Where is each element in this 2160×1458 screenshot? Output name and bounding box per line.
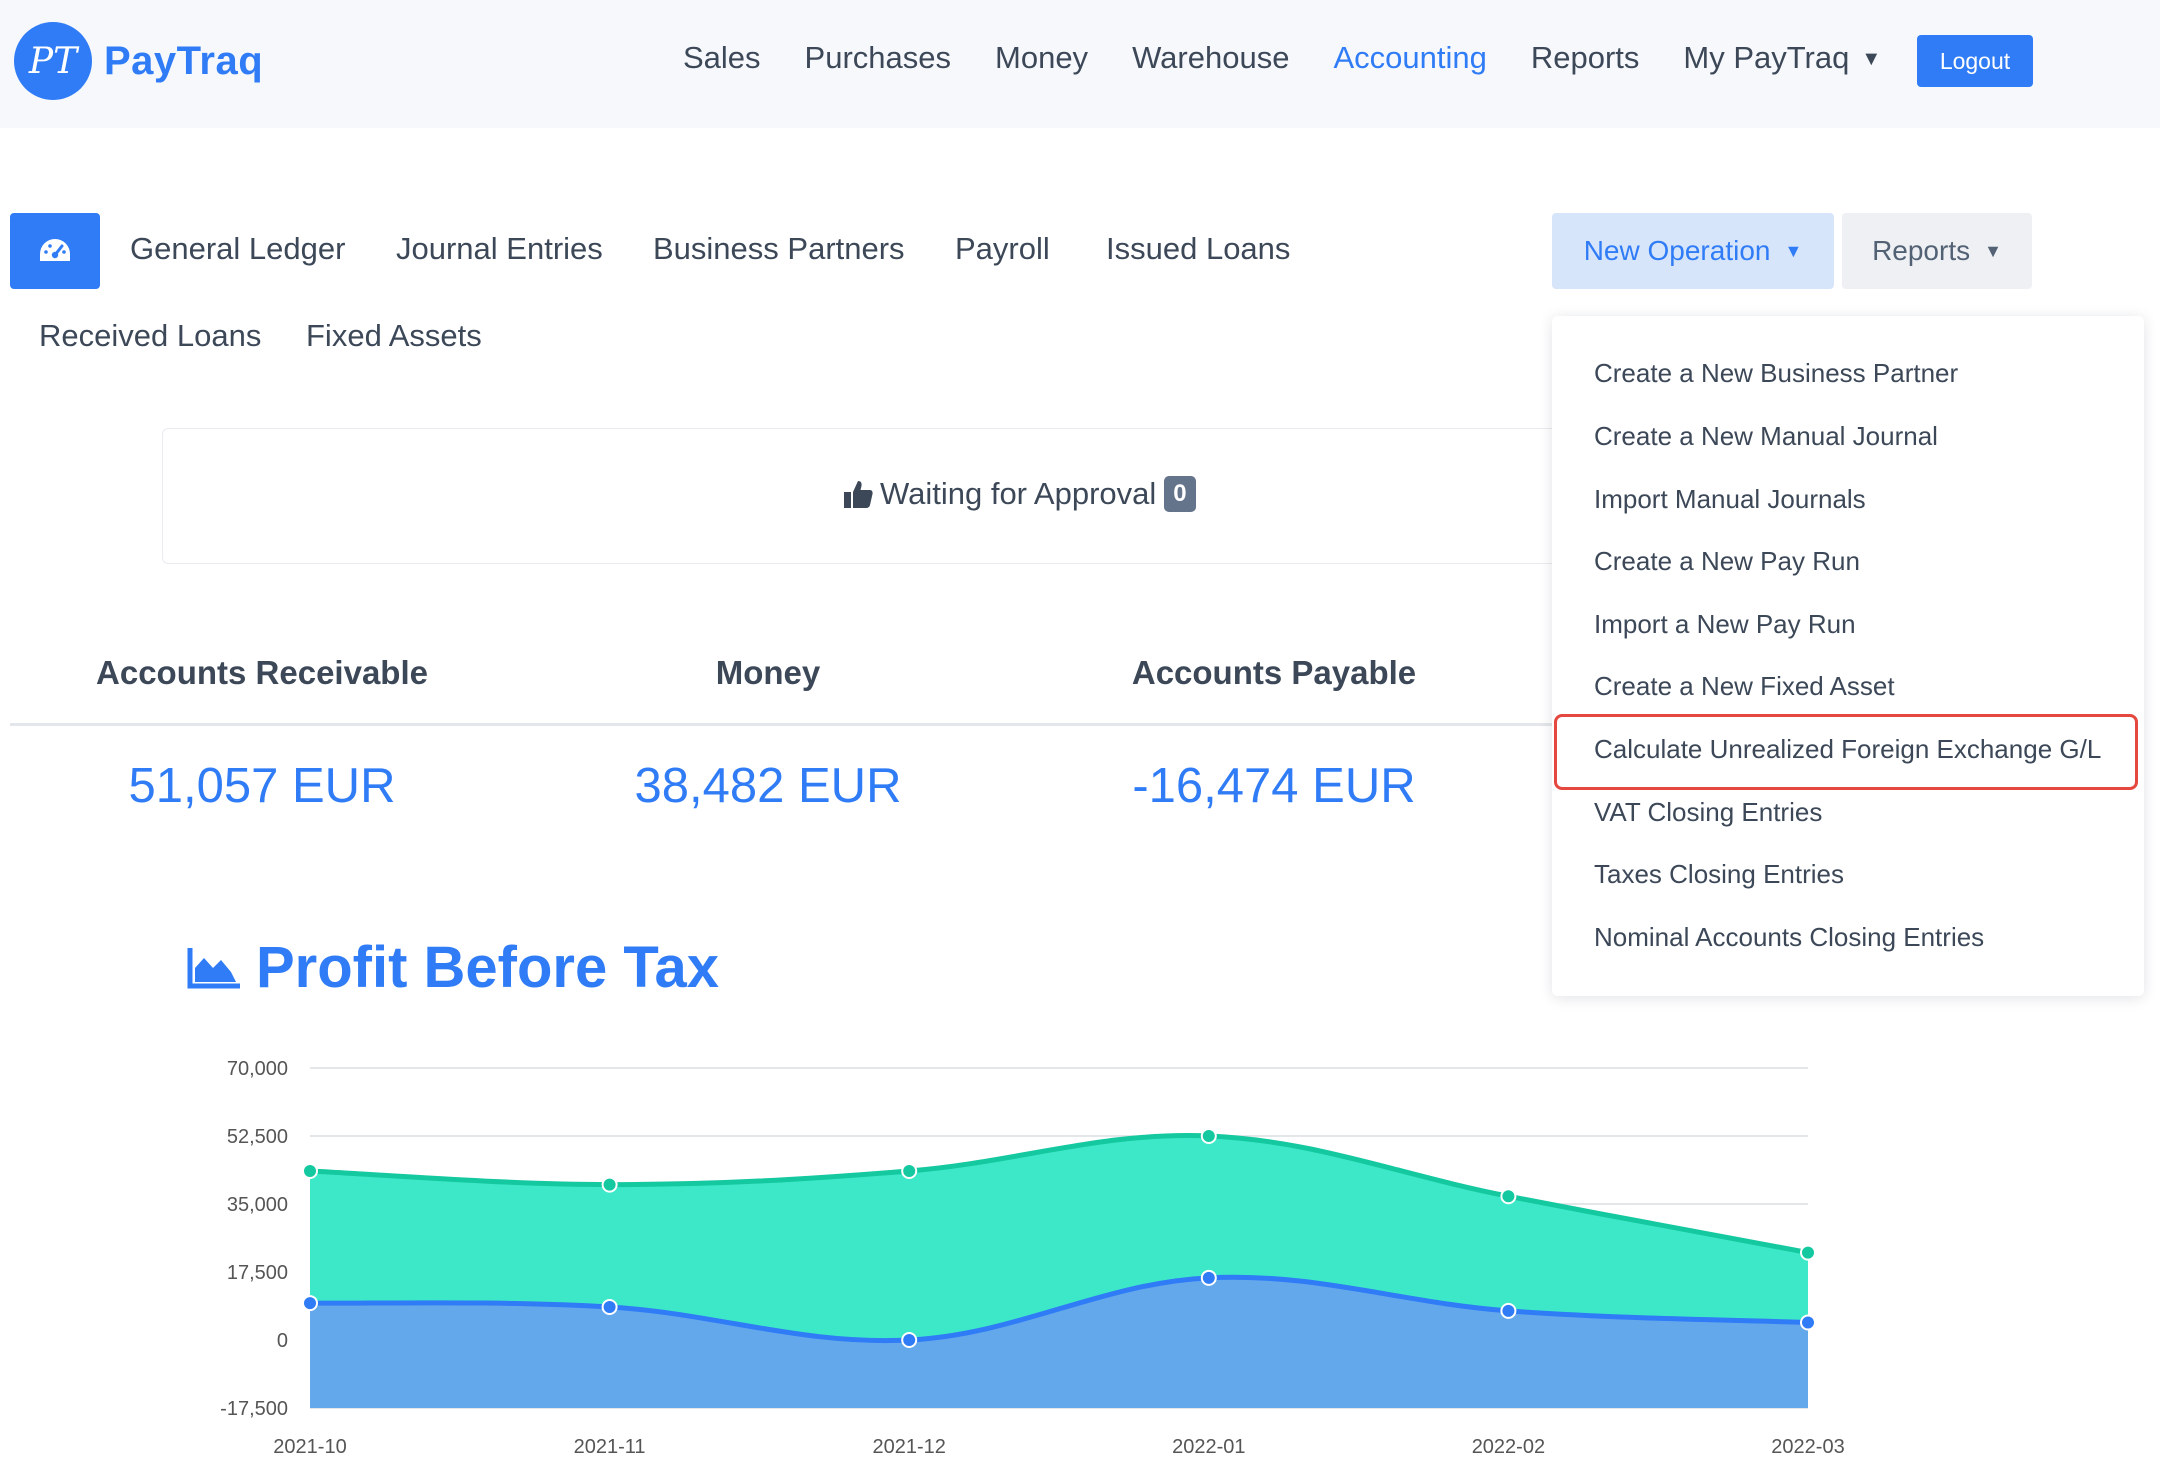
menu-item-import-pay-run[interactable]: Import a New Pay Run — [1594, 609, 1856, 639]
nav-accounting[interactable]: Accounting — [1333, 40, 1487, 75]
kpi-accounts-payable-value[interactable]: -16,474 EUR — [1132, 759, 1416, 813]
chart-axes: 70,000 52,500 35,000 17,500 0 -17,500 2021-10 2… — [220, 1058, 1845, 1458]
logo-name: PayTraq — [104, 38, 264, 83]
series-0-point[interactable] — [1200, 1128, 1217, 1144]
menu-item-create-pay-run[interactable]: Create a New Pay Run — [1594, 546, 1860, 576]
kpi-divider — [10, 723, 1562, 726]
new-operation-button[interactable]: New Operation ▼ — [1552, 213, 1834, 289]
subnav-payroll[interactable]: Payroll — [955, 231, 1050, 266]
dashboard-button[interactable] — [10, 213, 100, 289]
thumbs-up-icon — [844, 481, 873, 508]
chart-points — [302, 1128, 1816, 1348]
y-tick-label: 17,500 — [227, 1262, 288, 1284]
series-0-point[interactable] — [302, 1162, 318, 1179]
y-tick-label: 0 — [277, 1330, 288, 1352]
subnav-fixed-assets[interactable]: Fixed Assets — [306, 318, 482, 353]
nav-my-paytraq[interactable]: My PayTraq ▼ — [1683, 40, 1881, 76]
x-tick-label: 2021-12 — [872, 1436, 945, 1458]
menu-item-create-business-partner[interactable]: Create a New Business Partner — [1594, 358, 1959, 388]
series-1-point[interactable] — [1500, 1302, 1517, 1319]
approval-count-badge: 0 — [1164, 476, 1196, 512]
series-1-point[interactable] — [601, 1298, 618, 1315]
series-1-area — [310, 1277, 1808, 1408]
nav-money[interactable]: Money — [995, 40, 1089, 75]
top-bar: PT PayTraq Sales Purchases Money Warehou… — [0, 0, 2160, 128]
y-tick-label: 70,000 — [227, 1058, 288, 1080]
series-0-line — [309, 1133, 1809, 1256]
subnav-journal-entries[interactable]: Journal Entries — [396, 231, 603, 266]
subnav-business-partners[interactable]: Business Partners — [653, 231, 905, 266]
nav-sales[interactable]: Sales — [683, 40, 761, 75]
paytraq-logo[interactable]: PT PayTraq — [14, 22, 263, 100]
series-0-point[interactable] — [1500, 1188, 1517, 1205]
nav-warehouse[interactable]: Warehouse — [1132, 40, 1290, 75]
approval-label: Waiting for Approval — [880, 476, 1157, 511]
chevron-down-icon: ▼ — [1784, 240, 1803, 261]
series-0-point[interactable] — [901, 1162, 918, 1179]
menu-item-create-manual-journal[interactable]: Create a New Manual Journal — [1594, 421, 1938, 451]
new-operation-label: New Operation — [1583, 235, 1771, 266]
x-tick-label: 2022-01 — [1172, 1436, 1245, 1458]
series-1-point[interactable] — [302, 1295, 318, 1312]
kpi-money-value[interactable]: 38,482 EUR — [634, 759, 902, 813]
menu-item-nominal-accounts-closing[interactable]: Nominal Accounts Closing Entries — [1594, 922, 1985, 952]
series-0-point[interactable] — [601, 1176, 618, 1193]
menu-item-highlight — [1554, 714, 2138, 790]
series-1-point[interactable] — [1800, 1314, 1816, 1331]
chart-title-text: Profit Before Tax — [256, 935, 720, 1000]
kpi-money-label: Money — [715, 654, 821, 691]
reports-button[interactable]: Reports ▼ — [1842, 213, 2032, 289]
speedometer-icon — [40, 239, 70, 261]
menu-item-import-manual-journals[interactable]: Import Manual Journals — [1594, 484, 1866, 514]
x-tick-label: 2021-10 — [273, 1436, 346, 1458]
menu-item-create-fixed-asset[interactable]: Create a New Fixed Asset — [1594, 671, 1895, 701]
x-tick-label: 2022-02 — [1472, 1436, 1545, 1458]
nav-my-paytraq-label: My PayTraq — [1683, 40, 1850, 75]
reports-label: Reports — [1872, 235, 1971, 266]
waiting-for-approval-link[interactable]: Waiting for Approval 0 — [842, 476, 1196, 512]
area-chart-icon — [187, 947, 240, 988]
series-1-line — [309, 1274, 1809, 1344]
series-0-point[interactable] — [1800, 1244, 1816, 1261]
menu-item-taxes-closing-entries[interactable]: Taxes Closing Entries — [1594, 859, 1844, 889]
subnav-issued-loans[interactable]: Issued Loans — [1106, 231, 1291, 266]
profit-before-tax-chart: 70,000 52,500 35,000 17,500 0 -17,500 2021-10 2… — [220, 1058, 1845, 1458]
y-tick-label: 35,000 — [227, 1194, 288, 1216]
x-tick-label: 2021-11 — [574, 1436, 646, 1458]
chevron-down-icon: ▼ — [1861, 48, 1882, 71]
y-tick-label: -17,500 — [220, 1398, 288, 1420]
nav-reports[interactable]: Reports — [1530, 40, 1640, 75]
chevron-down-icon: ▼ — [1984, 240, 2002, 261]
kpi-accounts-payable-label: Accounts Payable — [1131, 654, 1417, 691]
series-1-point[interactable] — [1200, 1269, 1217, 1286]
subnav-general-ledger[interactable]: General Ledger — [130, 231, 346, 266]
chart-areas — [309, 1133, 1809, 1408]
approval-card — [162, 428, 1584, 564]
new-operation-menu: Create a New Business Partner Create a N… — [1552, 316, 2144, 996]
y-tick-label: 52,500 — [227, 1126, 288, 1148]
series-1-point[interactable] — [901, 1332, 918, 1348]
chart-title: Profit Before Tax — [186, 934, 719, 1001]
logout-button[interactable]: Logout — [1917, 35, 2033, 87]
x-tick-label: 2022-03 — [1771, 1436, 1844, 1458]
logo-monogram: PT — [14, 22, 92, 100]
kpi-accounts-receivable-value[interactable]: 51,057 EUR — [128, 759, 396, 813]
subnav-received-loans[interactable]: Received Loans — [39, 318, 262, 353]
menu-item-vat-closing-entries[interactable]: VAT Closing Entries — [1594, 797, 1823, 827]
menu-item-calculate-unrealized-fx[interactable]: Calculate Unrealized Foreign Exchange G/… — [1594, 734, 2102, 764]
kpi-accounts-receivable-label: Accounts Receivable — [96, 654, 428, 691]
main-nav: Sales Purchases Money Warehouse Accounti… — [683, 40, 1925, 76]
nav-purchases[interactable]: Purchases — [804, 40, 952, 75]
